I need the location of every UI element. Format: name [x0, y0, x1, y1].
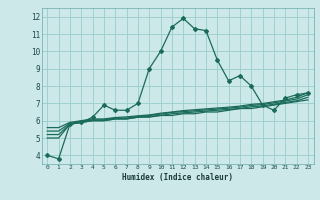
X-axis label: Humidex (Indice chaleur): Humidex (Indice chaleur) — [122, 173, 233, 182]
